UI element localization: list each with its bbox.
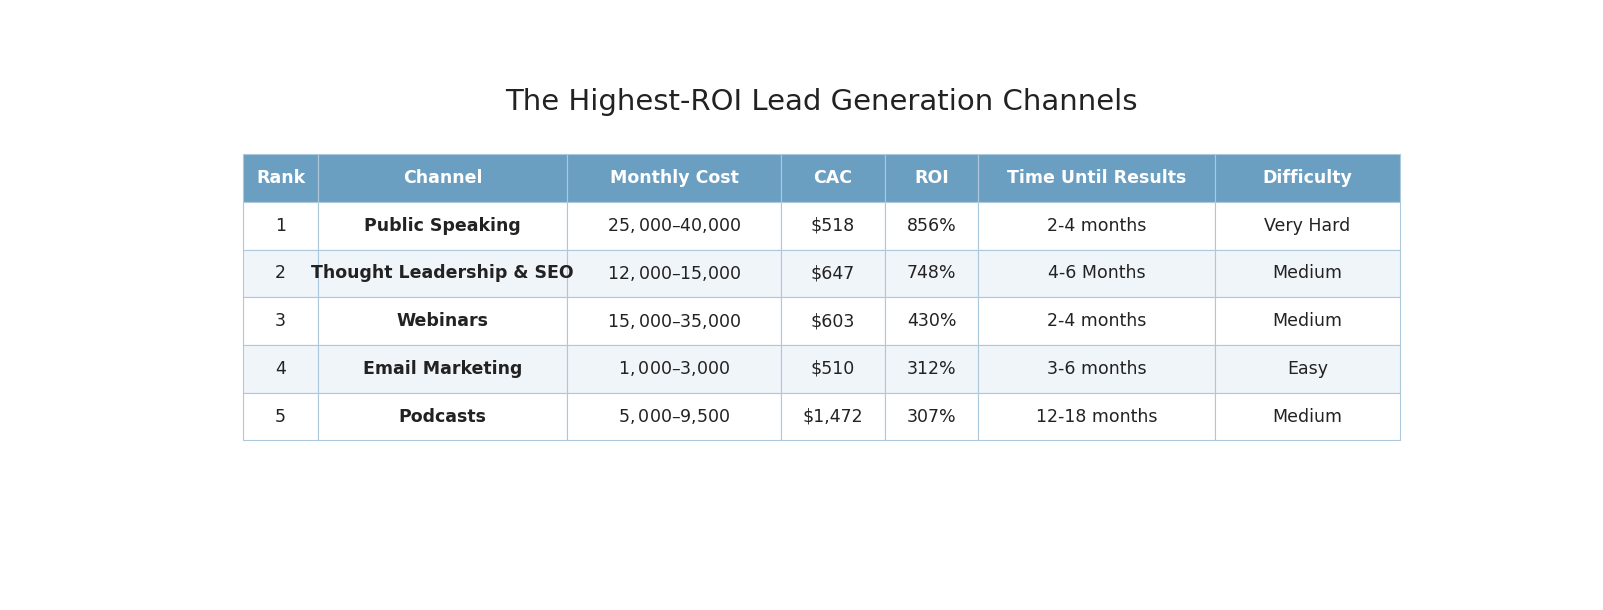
- Text: 2-4 months: 2-4 months: [1047, 217, 1146, 235]
- Bar: [567, 202, 781, 249]
- Bar: [978, 345, 1215, 393]
- Bar: [885, 345, 978, 393]
- Text: Thought Leadership & SEO: Thought Leadership & SEO: [311, 264, 574, 282]
- Bar: [978, 297, 1215, 345]
- Text: Difficulty: Difficulty: [1263, 169, 1353, 187]
- Bar: [319, 297, 567, 345]
- Text: Easy: Easy: [1287, 360, 1327, 378]
- Bar: [244, 297, 319, 345]
- Text: Medium: Medium: [1273, 407, 1342, 426]
- Text: $12,000 –  $15,000: $12,000 – $15,000: [608, 264, 741, 283]
- Text: 312%: 312%: [907, 360, 957, 378]
- Bar: [567, 297, 781, 345]
- Bar: [567, 249, 781, 297]
- Text: $1,000 – $3,000: $1,000 – $3,000: [617, 359, 731, 378]
- Bar: [885, 249, 978, 297]
- Bar: [567, 345, 781, 393]
- Text: Podcasts: Podcasts: [399, 407, 487, 426]
- Bar: [885, 297, 978, 345]
- Text: Channel: Channel: [402, 169, 483, 187]
- Text: Monthly Cost: Monthly Cost: [609, 169, 739, 187]
- Text: 1: 1: [276, 217, 285, 235]
- Bar: [567, 154, 781, 202]
- Bar: [1215, 393, 1399, 440]
- Bar: [781, 345, 885, 393]
- Text: $25,000 – $40,000: $25,000 – $40,000: [608, 216, 741, 235]
- Text: $5,000 – $9,500: $5,000 – $9,500: [617, 407, 731, 426]
- Bar: [781, 393, 885, 440]
- Text: Medium: Medium: [1273, 264, 1342, 282]
- Text: 2-4 months: 2-4 months: [1047, 312, 1146, 330]
- Bar: [319, 154, 567, 202]
- Text: Rank: Rank: [256, 169, 305, 187]
- Text: $518: $518: [811, 217, 856, 235]
- Text: 748%: 748%: [907, 264, 957, 282]
- Bar: [319, 249, 567, 297]
- Bar: [244, 249, 319, 297]
- Bar: [781, 249, 885, 297]
- Text: $603: $603: [811, 312, 856, 330]
- Text: Email Marketing: Email Marketing: [362, 360, 523, 378]
- Bar: [781, 202, 885, 249]
- Bar: [978, 393, 1215, 440]
- Text: CAC: CAC: [814, 169, 853, 187]
- Text: Medium: Medium: [1273, 312, 1342, 330]
- Text: 12-18 months: 12-18 months: [1036, 407, 1157, 426]
- Text: $1,472: $1,472: [803, 407, 864, 426]
- Text: $15,000 – $35,000: $15,000 – $35,000: [608, 312, 741, 331]
- Text: $647: $647: [811, 264, 856, 282]
- Bar: [319, 393, 567, 440]
- Bar: [567, 393, 781, 440]
- Text: 3-6 months: 3-6 months: [1047, 360, 1146, 378]
- Text: $510: $510: [811, 360, 856, 378]
- Bar: [1215, 154, 1399, 202]
- Text: ROI: ROI: [914, 169, 949, 187]
- Bar: [1215, 345, 1399, 393]
- Text: Webinars: Webinars: [396, 312, 489, 330]
- Bar: [244, 393, 319, 440]
- Text: Public Speaking: Public Speaking: [364, 217, 521, 235]
- Bar: [1215, 249, 1399, 297]
- Bar: [885, 154, 978, 202]
- Bar: [319, 345, 567, 393]
- Bar: [885, 393, 978, 440]
- Text: 4-6 Months: 4-6 Months: [1047, 264, 1145, 282]
- Text: 4: 4: [276, 360, 285, 378]
- Text: 307%: 307%: [907, 407, 957, 426]
- Bar: [319, 202, 567, 249]
- Bar: [244, 202, 319, 249]
- Bar: [1215, 297, 1399, 345]
- Bar: [978, 202, 1215, 249]
- Bar: [781, 297, 885, 345]
- Text: Very Hard: Very Hard: [1265, 217, 1351, 235]
- Bar: [244, 154, 319, 202]
- Text: 856%: 856%: [907, 217, 957, 235]
- Bar: [244, 345, 319, 393]
- Text: Time Until Results: Time Until Results: [1007, 169, 1186, 187]
- Text: 3: 3: [276, 312, 285, 330]
- Bar: [1215, 202, 1399, 249]
- Bar: [978, 249, 1215, 297]
- Bar: [885, 202, 978, 249]
- Bar: [978, 154, 1215, 202]
- Text: 2: 2: [276, 264, 285, 282]
- Text: The Highest-ROI Lead Generation Channels: The Highest-ROI Lead Generation Channels: [505, 88, 1138, 117]
- Bar: [781, 154, 885, 202]
- Text: 430%: 430%: [907, 312, 957, 330]
- Text: 5: 5: [276, 407, 285, 426]
